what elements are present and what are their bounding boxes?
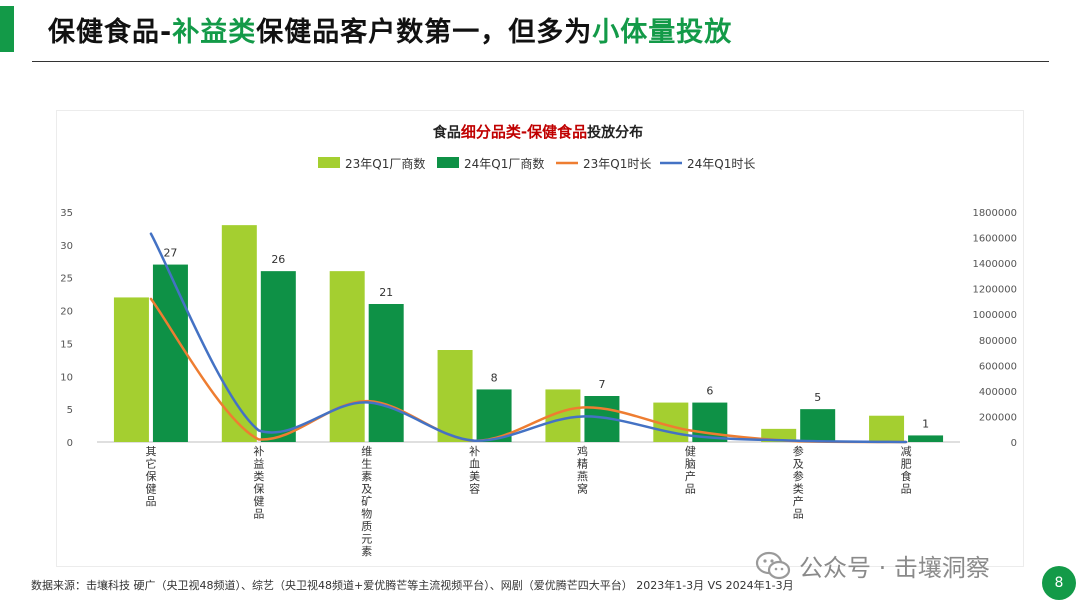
bar-23q1 bbox=[437, 350, 473, 442]
bar-24q1 bbox=[260, 271, 296, 442]
y-left-tick-label: 0 bbox=[67, 438, 73, 449]
data-label: 6 bbox=[706, 385, 713, 398]
watermark: 公众号 · 击壤洞察 bbox=[755, 548, 990, 583]
y-right-tick-label: 400000 bbox=[979, 387, 1017, 398]
y-right-tick-label: 200000 bbox=[979, 412, 1017, 423]
bar-23q1 bbox=[329, 271, 365, 442]
category-label: 参及参类产品 bbox=[793, 444, 804, 521]
data-label: 26 bbox=[271, 253, 285, 266]
y-left-tick-label: 10 bbox=[60, 372, 73, 383]
title-part-3: 保健品客户数第一，但多为 bbox=[256, 17, 593, 48]
chart-title-part-2: 细分品类-保健食品 bbox=[461, 123, 587, 141]
y-right-tick-label: 800000 bbox=[979, 336, 1017, 347]
chart-axes: 0510152025303502000004000006000008000001… bbox=[60, 208, 1017, 449]
data-label: 1 bbox=[922, 417, 929, 430]
legend-label: 23年Q1厂商数 bbox=[345, 156, 425, 171]
legend-label: 24年Q1厂商数 bbox=[464, 156, 544, 171]
bar-24q1 bbox=[152, 264, 188, 442]
y-left-tick-label: 5 bbox=[67, 405, 73, 416]
line-24q1-duration bbox=[149, 232, 908, 444]
wechat-icon bbox=[755, 551, 791, 579]
y-right-tick-label: 0 bbox=[1011, 438, 1017, 449]
data-label: 8 bbox=[491, 371, 498, 384]
data-label: 21 bbox=[379, 286, 393, 299]
y-left-tick-label: 15 bbox=[60, 339, 73, 350]
bar-24q1 bbox=[908, 435, 944, 442]
title-divider bbox=[32, 61, 1049, 62]
bar-23q1 bbox=[113, 297, 149, 442]
chart-title: 食品细分品类-保健食品投放分布 bbox=[433, 123, 643, 141]
y-right-tick-label: 1200000 bbox=[972, 285, 1017, 296]
bar-24q1 bbox=[368, 304, 404, 442]
chart-data-labels: 27 26 21 8 7 6 5 1 bbox=[163, 247, 929, 431]
category-label: 鸡精燕窝 bbox=[577, 444, 588, 496]
data-label: 27 bbox=[163, 247, 177, 260]
y-left-tick-label: 25 bbox=[60, 274, 73, 285]
y-left-tick-label: 30 bbox=[60, 241, 73, 252]
title-part-1: 保健食品- bbox=[48, 17, 173, 48]
legend-label: 23年Q1时长 bbox=[583, 157, 651, 171]
chart-title-part-3: 投放分布 bbox=[587, 124, 643, 141]
data-label: 7 bbox=[598, 378, 605, 391]
bar-24q1 bbox=[800, 409, 836, 442]
legend-swatch bbox=[437, 157, 459, 168]
chart-lines bbox=[149, 232, 908, 444]
y-right-tick-label: 1400000 bbox=[972, 259, 1017, 270]
data-source-note: 数据来源：击壤科技 硬广（央卫视48频道）、综艺（央卫视48频道+爱优腾芒等主流… bbox=[31, 579, 794, 592]
title-part-4: 小体量投放 bbox=[592, 17, 733, 48]
category-label: 减肥食品 bbox=[901, 445, 912, 496]
y-right-tick-label: 600000 bbox=[979, 361, 1017, 372]
y-right-tick-label: 1600000 bbox=[972, 234, 1017, 245]
category-label: 补益类保健品 bbox=[253, 445, 264, 521]
category-label: 维生素及矿物质元素 bbox=[361, 445, 372, 558]
title-part-2: 补益类 bbox=[172, 17, 257, 48]
category-label: 健脑产品 bbox=[685, 445, 696, 496]
legend-label: 24年Q1时长 bbox=[687, 157, 755, 171]
chart-title-part-1: 食品 bbox=[433, 124, 461, 141]
page-title: 保健食品-补益类保健品客户数第一，但多为小体量投放 bbox=[48, 10, 732, 49]
page-number-badge: 8 bbox=[1042, 566, 1076, 600]
y-left-tick-label: 20 bbox=[60, 307, 73, 318]
watermark-text: 公众号 · 击壤洞察 bbox=[799, 554, 990, 582]
y-right-tick-label: 1800000 bbox=[972, 208, 1017, 219]
chart-category-labels: 其它保健品 补益类保健品 维生素及矿物质元素 补血美容 鸡精燕窝 健脑产品 参及参类产品 减肥… bbox=[145, 444, 911, 558]
chart-frame bbox=[56, 110, 1024, 567]
chart-bars bbox=[113, 225, 944, 442]
category-label: 补血美容 bbox=[469, 445, 480, 496]
bar-23q1 bbox=[869, 415, 905, 442]
title-accent-bar bbox=[0, 6, 14, 52]
chart-legend: 23年Q1厂商数 24年Q1厂商数 23年Q1时长 24年Q1时长 bbox=[318, 156, 755, 171]
data-label: 5 bbox=[814, 391, 821, 404]
y-right-tick-label: 1000000 bbox=[972, 310, 1017, 321]
bar-24q1 bbox=[476, 389, 512, 442]
legend-swatch bbox=[318, 157, 340, 168]
category-label: 其它保健品 bbox=[145, 445, 156, 508]
y-left-tick-label: 35 bbox=[60, 208, 73, 219]
